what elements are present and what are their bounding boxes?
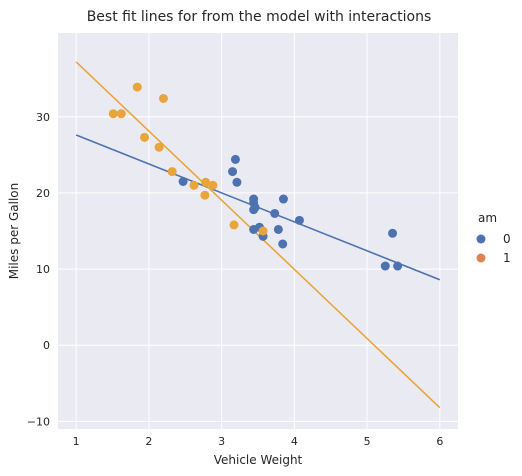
legend-label-0: 0 (503, 232, 511, 246)
y-axis-label: Miles per Gallon (7, 183, 21, 280)
point-am-1 (208, 180, 218, 190)
point-am-0 (249, 194, 259, 204)
point-am-0 (294, 215, 304, 225)
y-axis-ticks: −10 0 10 20 30 (27, 111, 50, 429)
point-am-0 (249, 205, 259, 215)
point-am-0 (228, 167, 238, 177)
x-tick-label: 5 (364, 435, 371, 448)
y-tick-label: 30 (36, 111, 50, 124)
x-tick-label: 3 (218, 435, 225, 448)
y-tick-label: 20 (36, 187, 50, 200)
point-am-1 (132, 82, 142, 92)
x-tick-label: 1 (73, 435, 80, 448)
point-am-0 (278, 239, 288, 249)
y-tick-label: −10 (27, 415, 50, 428)
legend: am 0 1 (476, 211, 511, 265)
x-tick-label: 2 (145, 435, 152, 448)
legend-label-1: 1 (503, 251, 511, 265)
point-am-1 (189, 180, 199, 190)
point-am-0 (273, 224, 283, 234)
data-points (108, 82, 403, 271)
y-tick-label: 0 (43, 339, 50, 352)
legend-title: am (478, 211, 497, 225)
point-am-1 (258, 226, 268, 236)
chart-title: Best fit lines for from the model with i… (87, 9, 432, 25)
x-axis-ticks: 1 2 3 4 5 6 (73, 435, 444, 448)
point-am-1 (158, 93, 168, 103)
point-am-0 (178, 177, 188, 186)
point-am-1 (140, 132, 150, 142)
point-am-1 (154, 142, 164, 152)
legend-marker-0 (476, 234, 486, 244)
x-tick-label: 6 (436, 435, 443, 448)
point-am-1 (167, 167, 177, 177)
point-am-0 (380, 261, 390, 271)
point-am-0 (230, 154, 240, 164)
point-am-1 (229, 220, 239, 230)
point-am-1 (201, 177, 211, 187)
grid (58, 33, 458, 429)
point-am-1 (200, 190, 210, 200)
point-am-1 (116, 109, 126, 119)
x-tick-label: 4 (291, 435, 298, 448)
point-am-0 (232, 177, 242, 187)
point-am-0 (393, 261, 403, 271)
point-am-0 (278, 194, 288, 204)
y-tick-label: 10 (36, 263, 50, 276)
fit-line-am-1 (75, 61, 441, 409)
legend-marker-1 (476, 253, 486, 263)
point-am-0 (270, 208, 280, 218)
x-axis-label: Vehicle Weight (214, 453, 303, 467)
point-am-0 (249, 224, 259, 234)
point-am-0 (388, 228, 398, 238)
point-am-1 (108, 109, 118, 119)
